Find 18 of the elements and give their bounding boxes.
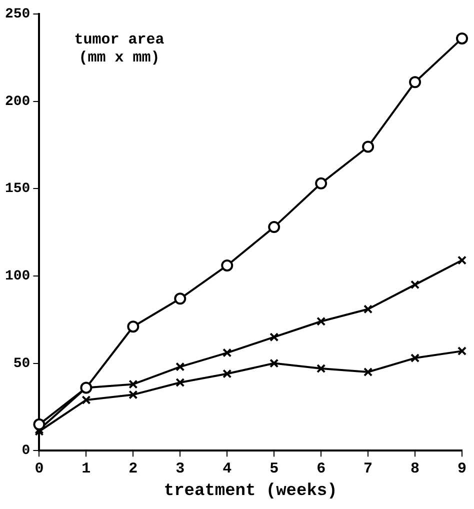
x-tick-label: 3	[176, 460, 185, 478]
y-tick-label: 200	[4, 94, 30, 110]
x-tick-label: 4	[222, 460, 232, 478]
x-tick-label: 7	[364, 460, 373, 478]
y-tick-label: 250	[4, 6, 30, 23]
x-tick-label: 1	[82, 460, 91, 478]
x-tick-label: 9	[457, 460, 467, 478]
y-tick-label: 0	[22, 443, 30, 460]
y-axis-title: tumor area (mm x mm)	[74, 31, 164, 66]
x-tick-label: 6	[316, 460, 326, 478]
x-tick-label: 0	[34, 460, 44, 478]
x-axis-title: treatment (weeks)	[164, 482, 338, 502]
x-tick-label: 5	[270, 460, 279, 478]
x-tick-label: 8	[410, 460, 420, 478]
y-tick-label: 100	[4, 268, 30, 284]
y-tick-label: 50	[13, 356, 30, 372]
x-tick-label: 2	[128, 460, 138, 478]
y-tick-label: 150	[4, 181, 30, 198]
